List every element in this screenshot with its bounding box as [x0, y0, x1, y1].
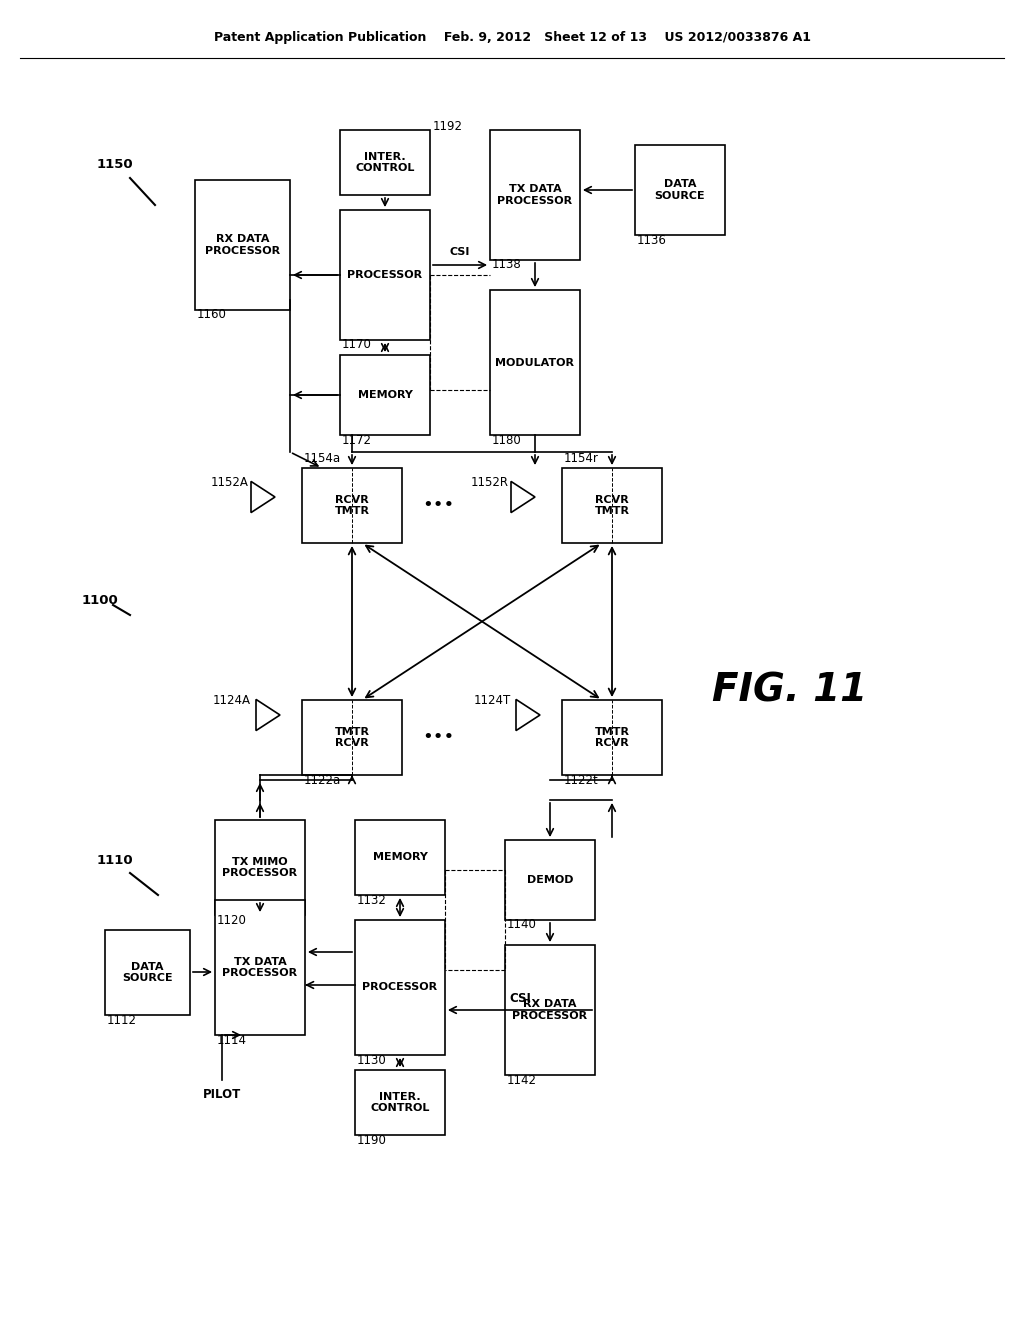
- Text: 1124A: 1124A: [213, 693, 251, 706]
- Bar: [215, 900, 305, 1035]
- Text: MEMORY: MEMORY: [373, 853, 427, 862]
- Text: 1152R: 1152R: [471, 477, 509, 490]
- Text: TMTR
RCVR: TMTR RCVR: [335, 727, 370, 748]
- Bar: [340, 355, 430, 436]
- Text: RX DATA
PROCESSOR: RX DATA PROCESSOR: [512, 999, 588, 1020]
- Bar: [505, 945, 595, 1074]
- Text: RCVR
TMTR: RCVR TMTR: [595, 495, 630, 516]
- Bar: [562, 469, 662, 543]
- Text: DEMOD: DEMOD: [526, 875, 573, 884]
- Text: DATA
SOURCE: DATA SOURCE: [654, 180, 706, 201]
- Text: 1154r: 1154r: [564, 451, 599, 465]
- Text: 1136: 1136: [637, 234, 667, 247]
- Text: TX DATA
PROCESSOR: TX DATA PROCESSOR: [498, 185, 572, 206]
- Text: RX DATA
PROCESSOR: RX DATA PROCESSOR: [205, 234, 280, 256]
- Text: 1154a: 1154a: [304, 451, 341, 465]
- Text: 1180: 1180: [492, 433, 522, 446]
- Text: PROCESSOR: PROCESSOR: [362, 982, 437, 993]
- Bar: [490, 290, 580, 436]
- Text: •••: •••: [422, 496, 454, 513]
- Text: INTER.
CONTROL: INTER. CONTROL: [355, 152, 415, 173]
- Bar: [105, 931, 190, 1015]
- Text: TX DATA
PROCESSOR: TX DATA PROCESSOR: [222, 957, 298, 978]
- Text: RCVR
TMTR: RCVR TMTR: [335, 495, 370, 516]
- Bar: [562, 700, 662, 775]
- Text: 1100: 1100: [82, 594, 119, 606]
- Text: 1190: 1190: [357, 1134, 387, 1147]
- Text: TMTR
RCVR: TMTR RCVR: [595, 727, 630, 748]
- Bar: [302, 469, 402, 543]
- Text: 1114: 1114: [217, 1034, 247, 1047]
- Text: 1150: 1150: [96, 158, 133, 172]
- Bar: [340, 129, 430, 195]
- Text: PROCESSOR: PROCESSOR: [347, 271, 423, 280]
- Text: 1124T: 1124T: [473, 693, 511, 706]
- Text: TX MIMO
PROCESSOR: TX MIMO PROCESSOR: [222, 857, 298, 878]
- Text: 1140: 1140: [507, 919, 537, 932]
- Text: FIG. 11: FIG. 11: [713, 671, 867, 709]
- Text: 1120: 1120: [217, 913, 247, 927]
- Bar: [355, 920, 445, 1055]
- Text: MODULATOR: MODULATOR: [496, 358, 574, 367]
- Text: MEMORY: MEMORY: [357, 389, 413, 400]
- Text: PILOT: PILOT: [203, 1089, 241, 1101]
- Bar: [195, 180, 290, 310]
- Text: 1130: 1130: [357, 1053, 387, 1067]
- Text: 1110: 1110: [96, 854, 133, 866]
- Text: 1132: 1132: [357, 894, 387, 907]
- Text: 1138: 1138: [492, 259, 522, 272]
- Bar: [355, 820, 445, 895]
- Text: DATA
SOURCE: DATA SOURCE: [122, 962, 173, 983]
- Text: 1192: 1192: [433, 120, 463, 132]
- Text: 1122a: 1122a: [304, 774, 341, 787]
- Text: 1112: 1112: [106, 1014, 137, 1027]
- Bar: [340, 210, 430, 341]
- Bar: [505, 840, 595, 920]
- Bar: [302, 700, 402, 775]
- Text: CSI: CSI: [450, 247, 470, 257]
- Text: INTER.
CONTROL: INTER. CONTROL: [371, 1092, 430, 1113]
- Text: •••: •••: [422, 729, 454, 746]
- Text: 1122t: 1122t: [564, 774, 599, 787]
- Bar: [355, 1071, 445, 1135]
- Text: 1170: 1170: [342, 338, 372, 351]
- Text: 1160: 1160: [197, 309, 227, 322]
- Bar: [215, 820, 305, 915]
- Bar: [635, 145, 725, 235]
- Text: 1172: 1172: [342, 433, 372, 446]
- Text: 1152A: 1152A: [211, 477, 249, 490]
- Text: Patent Application Publication    Feb. 9, 2012   Sheet 12 of 13    US 2012/00338: Patent Application Publication Feb. 9, 2…: [213, 32, 811, 45]
- Text: 1142: 1142: [507, 1073, 537, 1086]
- Text: CSI: CSI: [509, 991, 530, 1005]
- Bar: [490, 129, 580, 260]
